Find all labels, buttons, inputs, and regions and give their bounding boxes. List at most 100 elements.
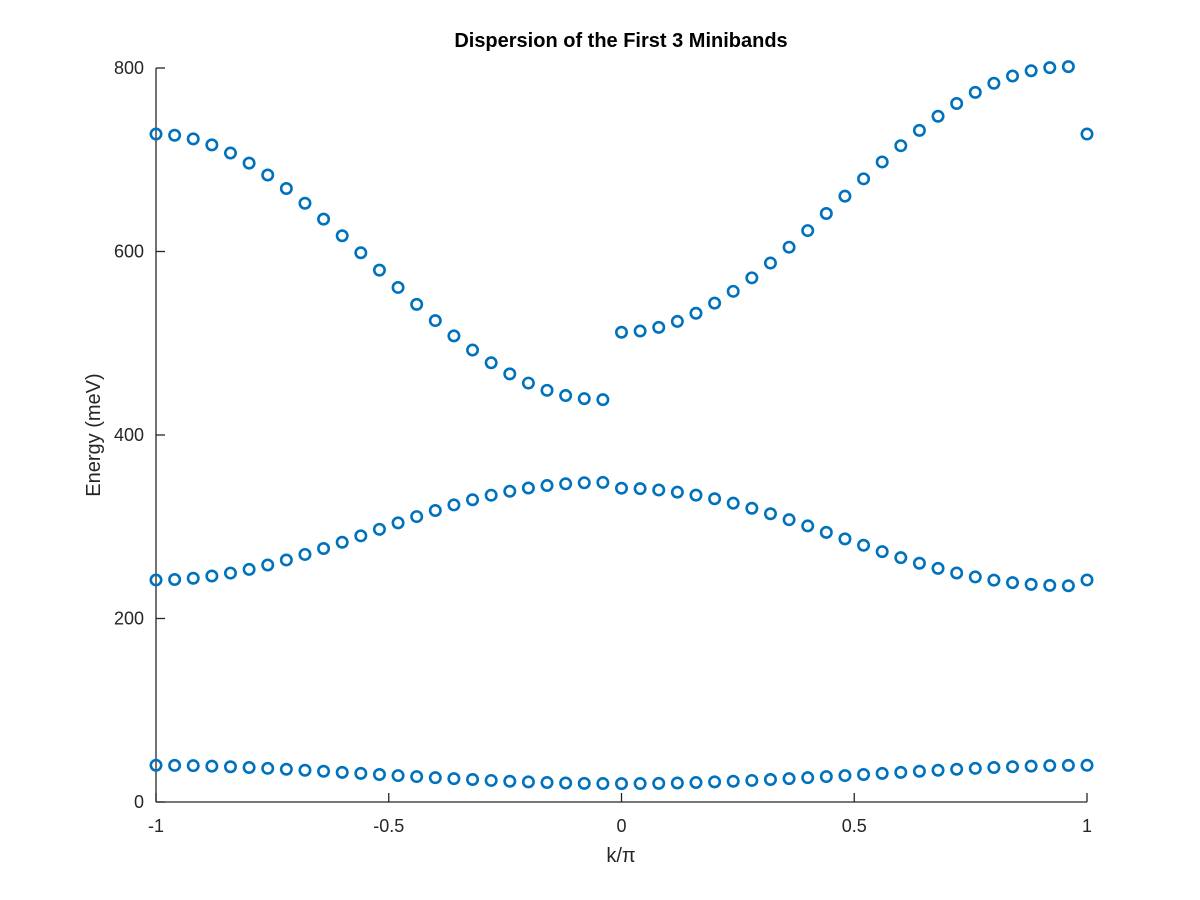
data-point-band-2 xyxy=(745,501,759,515)
data-point-band-1 xyxy=(149,758,163,772)
data-point-band-3 xyxy=(391,280,405,294)
data-point-band-2 xyxy=(987,573,1001,587)
data-point-band-3 xyxy=(521,376,535,390)
data-point-band-2 xyxy=(503,484,517,498)
axes xyxy=(155,68,1087,803)
data-point-band-3 xyxy=(1080,127,1094,141)
data-point-band-2 xyxy=(335,535,349,549)
data-point-band-1 xyxy=(391,769,405,783)
data-point-band-1 xyxy=(633,777,647,791)
data-point-band-2 xyxy=(689,488,703,502)
data-point-band-2 xyxy=(857,538,871,552)
data-point-band-2 xyxy=(521,481,535,495)
data-point-band-1 xyxy=(894,765,908,779)
data-point-band-3 xyxy=(596,393,610,407)
data-point-band-2 xyxy=(1024,577,1038,591)
data-point-band-2 xyxy=(205,569,219,583)
data-point-band-1 xyxy=(1006,760,1020,774)
data-point-band-1 xyxy=(279,762,293,776)
data-point-band-2 xyxy=(279,553,293,567)
data-point-band-1 xyxy=(931,763,945,777)
data-point-band-2 xyxy=(838,532,852,546)
data-point-band-1 xyxy=(745,773,759,787)
data-point-band-1 xyxy=(838,769,852,783)
data-point-band-2 xyxy=(801,519,815,533)
data-point-band-2 xyxy=(726,496,740,510)
data-point-band-1 xyxy=(968,761,982,775)
data-point-band-1 xyxy=(857,767,871,781)
y-tick-label: 200 xyxy=(114,609,144,629)
data-point-band-2 xyxy=(540,479,554,493)
data-point-band-1 xyxy=(335,765,349,779)
data-point-band-3 xyxy=(763,256,777,270)
data-point-band-3 xyxy=(428,314,442,328)
y-tick-label: 400 xyxy=(114,425,144,445)
data-point-band-2 xyxy=(968,570,982,584)
data-point-band-2 xyxy=(912,556,926,570)
data-point-band-1 xyxy=(559,776,573,790)
data-point-band-3 xyxy=(875,155,889,169)
data-point-band-3 xyxy=(968,85,982,99)
data-point-band-2 xyxy=(708,492,722,506)
data-point-band-2 xyxy=(484,488,498,502)
data-point-band-3 xyxy=(931,109,945,123)
data-point-band-2 xyxy=(242,562,256,576)
data-point-band-3 xyxy=(503,367,517,381)
data-point-band-2 xyxy=(466,493,480,507)
data-point-band-1 xyxy=(763,773,777,787)
y-tick-label: 600 xyxy=(114,242,144,262)
data-point-band-3 xyxy=(466,343,480,357)
data-point-band-2 xyxy=(559,477,573,491)
data-points xyxy=(149,60,1094,791)
data-point-band-3 xyxy=(801,224,815,238)
y-ticks: 0 200 400 600 800 xyxy=(114,58,165,812)
data-point-band-2 xyxy=(428,504,442,518)
data-point-band-2 xyxy=(391,516,405,530)
data-point-band-2 xyxy=(1006,576,1020,590)
data-point-band-2 xyxy=(1043,578,1057,592)
x-tick-label: -0.5 xyxy=(373,816,404,836)
data-point-band-3 xyxy=(559,389,573,403)
data-point-band-3 xyxy=(819,207,833,221)
data-point-band-1 xyxy=(708,775,722,789)
data-point-band-2 xyxy=(372,522,386,536)
data-point-band-3 xyxy=(950,97,964,111)
data-point-band-3 xyxy=(689,306,703,320)
data-point-band-2 xyxy=(447,498,461,512)
data-point-band-2 xyxy=(410,510,424,524)
x-tick-label: -1 xyxy=(148,816,164,836)
data-point-band-3 xyxy=(987,76,1001,90)
data-point-band-1 xyxy=(596,777,610,791)
data-point-band-1 xyxy=(912,764,926,778)
data-point-band-2 xyxy=(354,529,368,543)
data-point-band-1 xyxy=(689,776,703,790)
data-point-band-2 xyxy=(633,482,647,496)
data-point-band-3 xyxy=(317,212,331,226)
data-point-band-3 xyxy=(223,146,237,160)
data-point-band-3 xyxy=(782,240,796,254)
data-point-band-1 xyxy=(652,776,666,790)
data-point-band-2 xyxy=(577,476,591,490)
data-point-band-1 xyxy=(1024,759,1038,773)
data-point-band-1 xyxy=(484,773,498,787)
data-point-band-1 xyxy=(782,772,796,786)
data-point-band-2 xyxy=(298,547,312,561)
data-point-band-3 xyxy=(261,168,275,182)
data-point-band-3 xyxy=(1006,69,1020,83)
data-point-band-1 xyxy=(801,771,815,785)
data-point-band-1 xyxy=(819,770,833,784)
data-point-band-2 xyxy=(149,573,163,587)
data-point-band-1 xyxy=(410,770,424,784)
data-point-band-3 xyxy=(1061,60,1075,74)
data-point-band-3 xyxy=(652,320,666,334)
data-point-band-3 xyxy=(298,196,312,210)
data-point-band-1 xyxy=(428,771,442,785)
data-point-band-2 xyxy=(317,541,331,555)
data-point-band-3 xyxy=(484,356,498,370)
data-point-band-1 xyxy=(614,777,628,791)
data-point-band-1 xyxy=(987,761,1001,775)
data-point-band-1 xyxy=(466,773,480,787)
data-point-band-3 xyxy=(242,156,256,170)
data-point-band-3 xyxy=(894,139,908,153)
